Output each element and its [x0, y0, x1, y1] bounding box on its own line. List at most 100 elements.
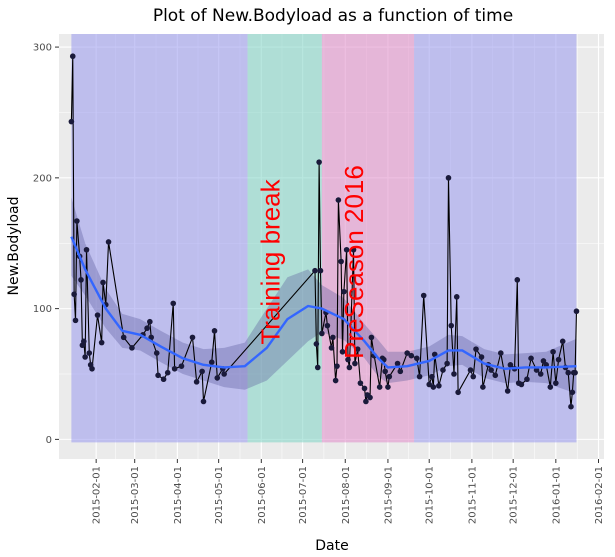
data-point	[317, 267, 324, 274]
data-point	[94, 312, 101, 318]
data-point	[319, 330, 325, 337]
data-point	[420, 292, 427, 299]
data-point	[334, 363, 340, 369]
y-tick-label: 300	[33, 43, 52, 54]
data-point	[68, 118, 75, 125]
data-point	[352, 360, 358, 367]
data-point	[473, 346, 479, 352]
data-point	[316, 159, 322, 165]
data-point	[164, 369, 171, 376]
data-point	[71, 291, 77, 298]
x-tick-label: 2015-07-01	[298, 466, 309, 524]
data-point	[573, 308, 580, 315]
data-point	[445, 175, 452, 181]
phase-band	[247, 34, 322, 443]
phase-label: Training break	[256, 178, 286, 344]
data-point	[129, 345, 135, 351]
data-point	[376, 384, 383, 390]
data-point	[214, 375, 221, 381]
x-tick-label: 2015-11-01	[467, 466, 478, 524]
data-point	[74, 218, 80, 224]
y-tick-label: 200	[33, 173, 52, 184]
data-point	[82, 354, 88, 360]
data-point	[314, 364, 321, 371]
data-point	[448, 322, 455, 329]
data-point	[312, 267, 318, 274]
phase-labels: Training break PreSeason 2016	[256, 165, 369, 359]
data-point	[211, 328, 218, 334]
data-point	[354, 346, 361, 352]
data-point	[507, 362, 514, 368]
data-point	[569, 389, 576, 396]
data-point	[72, 317, 79, 324]
data-points	[68, 53, 580, 410]
smooth-line	[70, 236, 577, 370]
data-point	[178, 363, 185, 369]
data-point	[492, 372, 499, 379]
data-point	[478, 354, 485, 360]
y-tick-label: 0	[46, 435, 52, 446]
x-axis: 2015-02-01 2015-03-01 2015-04-01 2015-05-01…	[92, 459, 605, 524]
data-point	[524, 376, 530, 383]
data-point	[497, 350, 504, 356]
data-point	[148, 334, 155, 341]
data-point	[397, 368, 404, 375]
data-point	[341, 288, 347, 295]
data-point	[453, 294, 460, 300]
data-point	[440, 367, 446, 373]
x-tick-label: 2015-04-01	[173, 466, 184, 524]
data-point	[199, 368, 205, 375]
data-point	[153, 350, 160, 356]
data-point	[416, 373, 423, 380]
data-point	[86, 350, 93, 356]
data-point	[547, 384, 554, 390]
data-point	[451, 371, 457, 377]
x-tick-label: 2015-10-01	[425, 466, 436, 524]
data-point	[394, 360, 401, 367]
data-point	[455, 389, 461, 396]
x-tick-label: 2015-08-01	[341, 466, 352, 524]
data-point	[350, 246, 357, 253]
data-point	[504, 388, 511, 394]
chart-title: Plot of New.Bodyload as a function of ti…	[153, 6, 513, 26]
data-point	[339, 348, 346, 355]
data-point	[565, 369, 572, 376]
data-point	[200, 398, 207, 405]
data-point	[537, 371, 544, 377]
data-point	[120, 334, 127, 341]
x-tick-label: 2015-12-01	[509, 466, 520, 524]
y-axis: 0 100 200 300	[33, 43, 59, 446]
phase-label: PreSeason 2016	[339, 165, 369, 359]
x-axis-title: Date	[315, 538, 348, 554]
x-tick-label: 2015-06-01	[257, 466, 268, 524]
data-point	[160, 376, 167, 383]
x-tick-label: 2016-02-01	[594, 466, 605, 524]
data-point	[208, 359, 215, 366]
data-point	[363, 398, 369, 405]
data-point	[540, 358, 547, 364]
x-tick-label: 2015-05-01	[214, 466, 225, 524]
data-point	[414, 355, 420, 362]
data-point	[533, 367, 540, 373]
data-point	[80, 338, 87, 345]
data-point	[550, 348, 556, 355]
data-point	[83, 246, 90, 253]
data-point	[330, 334, 336, 341]
data-point	[155, 372, 161, 379]
data-point	[368, 334, 375, 341]
data-point	[357, 380, 364, 386]
y-tick-label: 100	[33, 304, 52, 315]
data-point	[313, 341, 320, 347]
data-point	[572, 369, 578, 376]
data-point	[324, 322, 331, 329]
data-point	[335, 197, 342, 203]
data-point	[467, 367, 474, 373]
data-point	[328, 345, 335, 351]
x-tick-label: 2015-02-01	[92, 466, 103, 524]
data-point	[426, 381, 433, 388]
data-point	[528, 355, 534, 362]
data-point	[429, 373, 435, 380]
data-point	[105, 239, 112, 245]
